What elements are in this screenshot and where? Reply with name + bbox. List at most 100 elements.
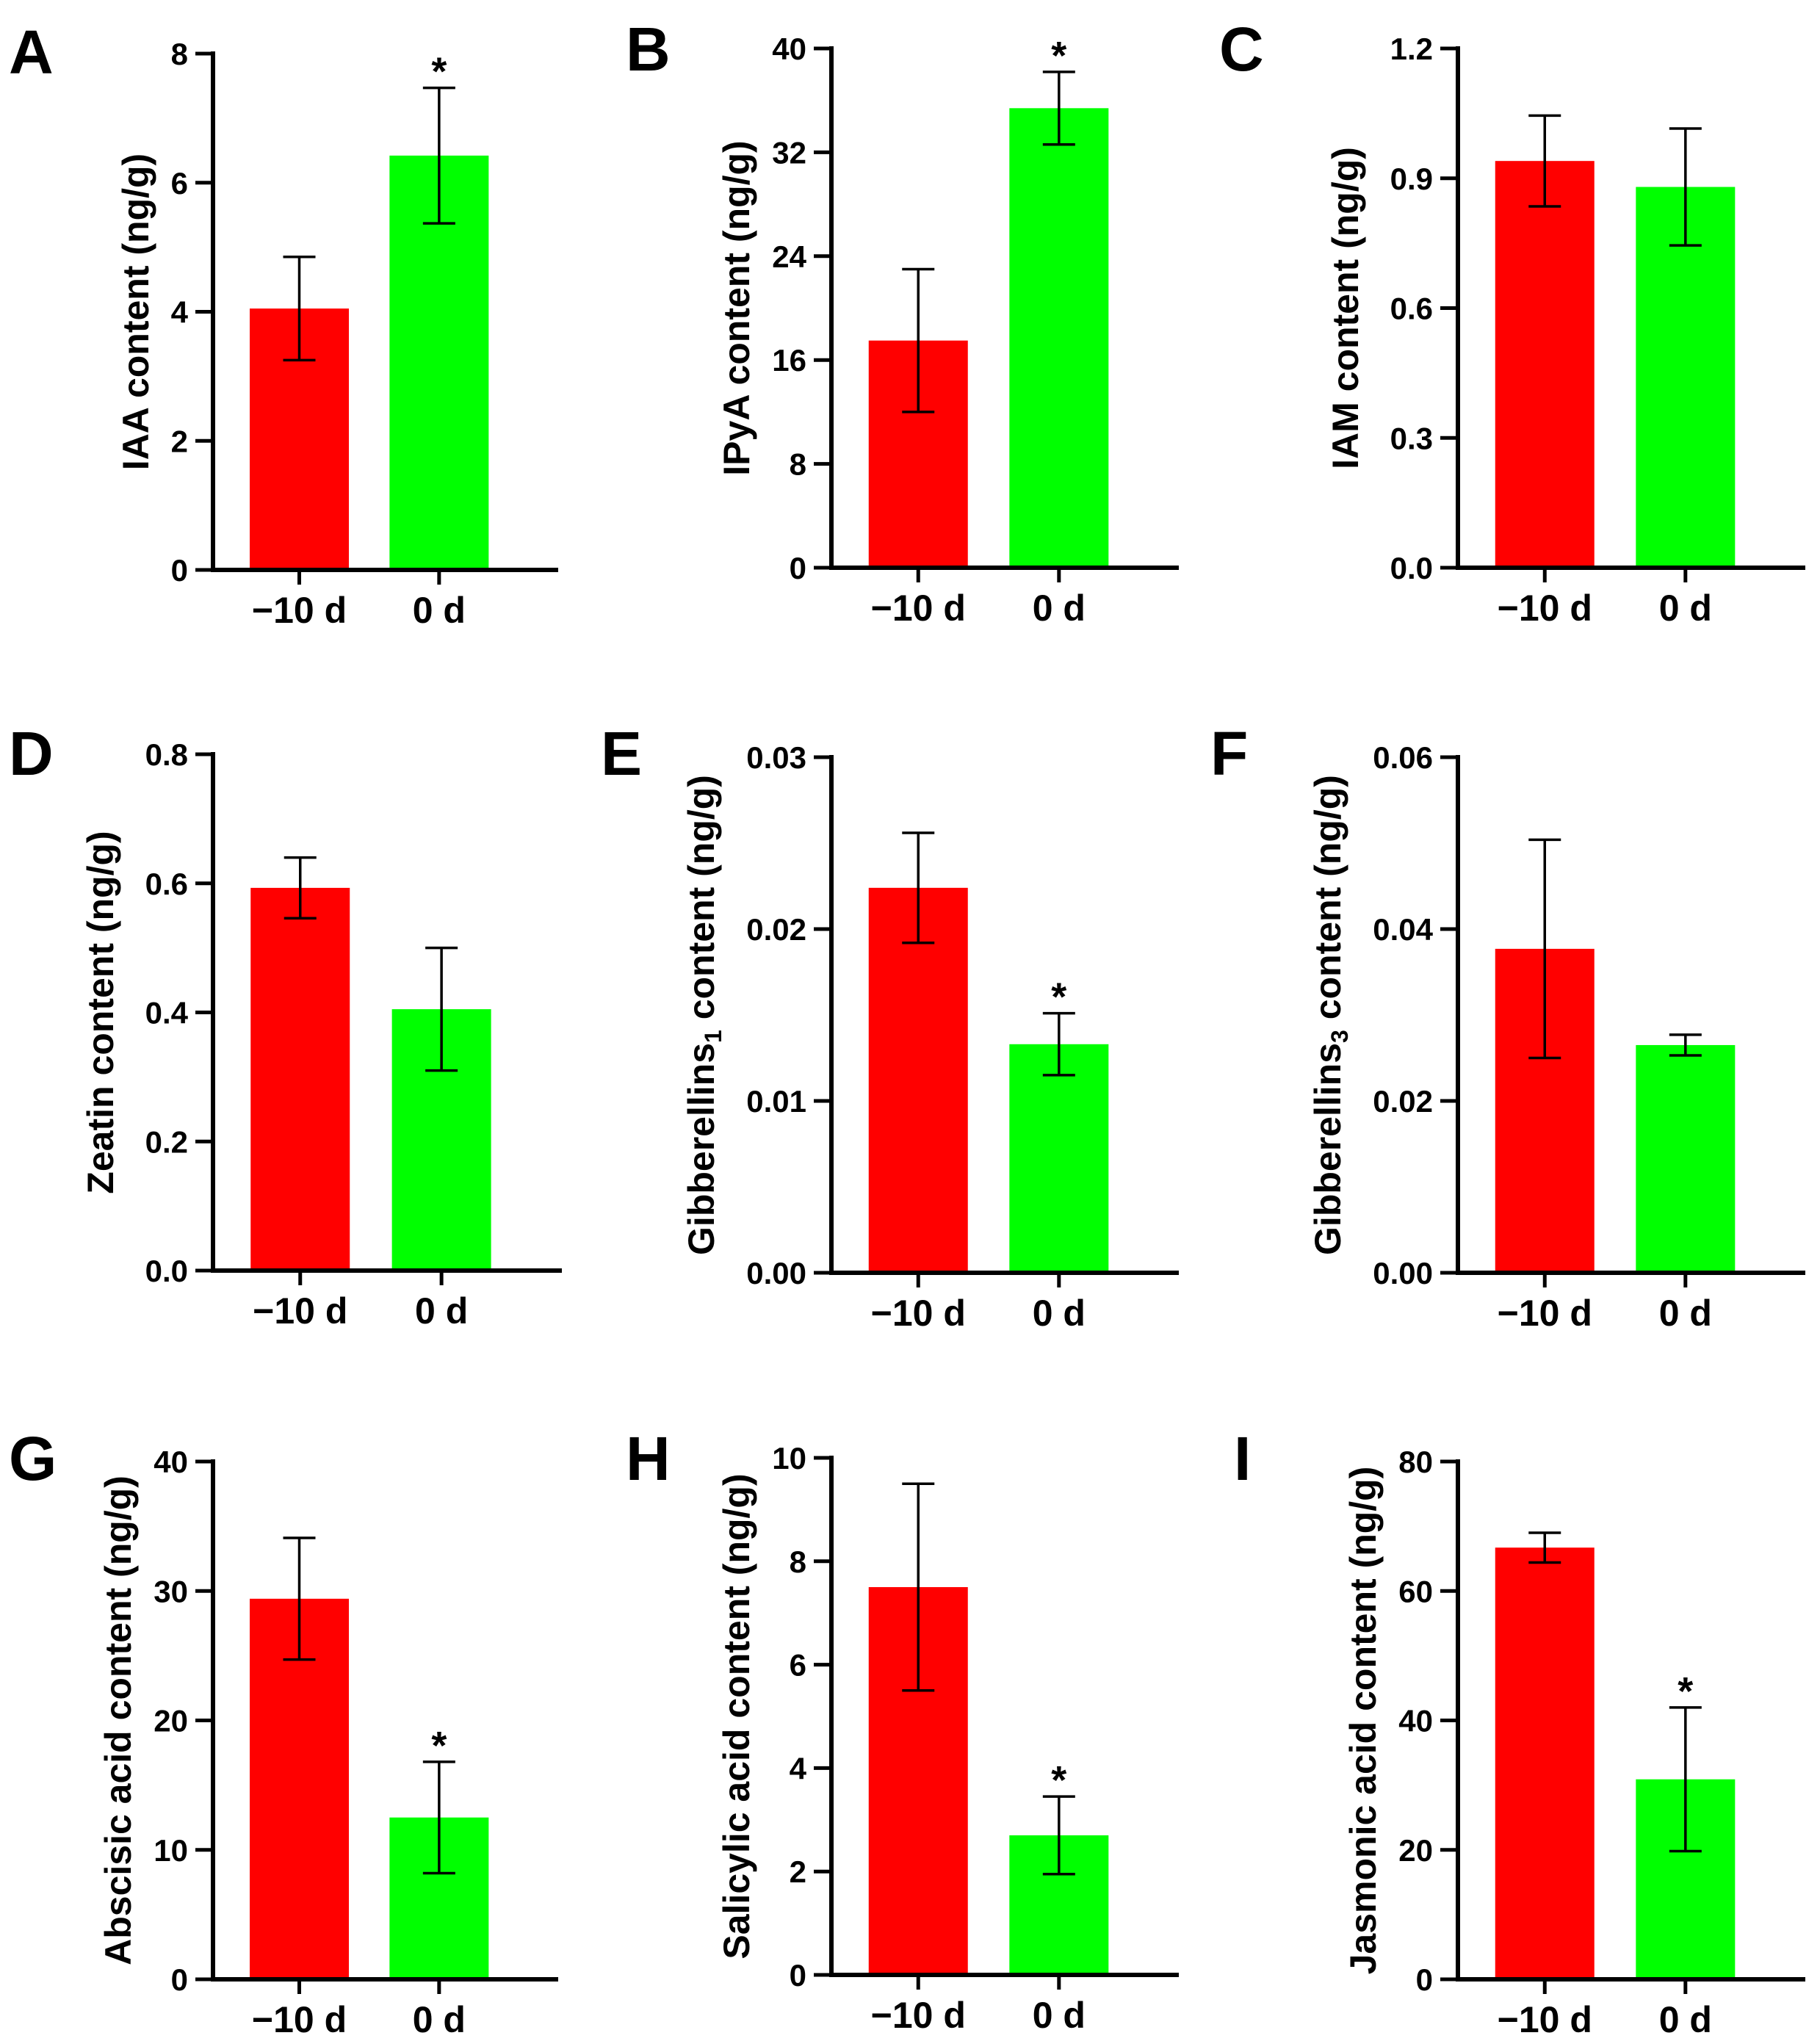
- y-tick-label-g-2: 20: [154, 1704, 188, 1738]
- y-tick-label-f-1: 0.02: [1373, 1084, 1433, 1119]
- y-tick-label-i-3: 60: [1398, 1574, 1433, 1608]
- panel-g: G −10 d * 0 d 0 10 20 30 40 Abscisic acid content…: [9, 1424, 558, 2040]
- significance-star-i: *: [1678, 1669, 1693, 1713]
- significance-star-b: *: [1051, 34, 1066, 78]
- y-tick-label-g-3: 30: [154, 1574, 188, 1608]
- y-tick-label-a-2: 4: [171, 295, 189, 330]
- x-tick-label-d-1: 0 d: [415, 1290, 468, 1332]
- y-axis-label-c: IAM content (ng/g): [1325, 147, 1366, 469]
- y-axis-label-a: IAA content (ng/g): [115, 153, 156, 470]
- y-tick-label-c-2: 0.6: [1390, 292, 1433, 326]
- y-tick-label-f-2: 0.04: [1373, 912, 1433, 947]
- x-tick-label-h-0: −10 d: [871, 1995, 966, 2036]
- error-bar-f-minus10d: [1528, 838, 1561, 1060]
- panel-h: H −10 d * 0 d 0 2 4 6 8 10 Salicylic acid content …: [626, 1424, 1179, 2036]
- panel-d: D −10 d 0 d 0.0 0.2 0.4 0.6 0.8 Zeatin content (…: [9, 719, 562, 1332]
- y-tick-label-d-2: 0.4: [145, 996, 189, 1030]
- y-tick-label-i-4: 80: [1398, 1445, 1433, 1479]
- panel-letter-i: I: [1234, 1424, 1251, 1493]
- bar-e-0d: [1009, 1044, 1109, 1273]
- y-tick-label-h-3: 6: [790, 1648, 806, 1683]
- x-tick-label-a-0: −10 d: [252, 590, 347, 631]
- y-tick-label-h-2: 4: [790, 1751, 807, 1785]
- y-tick-label-g-4: 40: [154, 1445, 188, 1479]
- x-tick-label-b-0: −10 d: [871, 588, 966, 629]
- bar-a-0d: [389, 155, 489, 570]
- x-tick-label-e-0: −10 d: [871, 1293, 966, 1334]
- error-bar-h-0d: [1042, 1795, 1075, 1876]
- error-bar-i-0d: [1669, 1706, 1702, 1853]
- y-tick-label-c-0: 0.0: [1390, 551, 1433, 585]
- y-tick-label-d-4: 0.8: [145, 737, 188, 772]
- error-bar-a-0d: [422, 86, 455, 225]
- panel-b: B −10 d * 0 d 0 8 16 24 32 40 IPyA content (ng/g): [626, 15, 1179, 629]
- x-tick-label-i-1: 0 d: [1659, 1999, 1712, 2040]
- error-bar-e-0d: [1042, 1011, 1075, 1077]
- x-tick-label-c-0: −10 d: [1498, 588, 1592, 629]
- panel-letter-c: C: [1219, 15, 1264, 84]
- x-tick-label-b-1: 0 d: [1033, 588, 1086, 629]
- bar-d-minus10d: [250, 887, 350, 1271]
- y-tick-label-e-0: 0.00: [746, 1256, 806, 1290]
- y-axis-label-b: IPyA content (ng/g): [716, 140, 757, 475]
- y-tick-label-f-0: 0.00: [1373, 1256, 1433, 1290]
- panel-a: A −10 d * 0 d 0 2 4 6 8 IAA content (ng/g): [9, 18, 558, 631]
- x-tick-label-a-1: 0 d: [413, 590, 466, 631]
- bar-i-minus10d: [1495, 1547, 1595, 1979]
- significance-star-a: *: [431, 50, 447, 94]
- bar-c-minus10d: [1495, 161, 1595, 568]
- error-bar-c-0d: [1669, 127, 1702, 247]
- y-tick-label-c-4: 1.2: [1390, 32, 1433, 66]
- y-tick-label-b-3: 24: [772, 239, 806, 274]
- error-bar-i-minus10d: [1528, 1531, 1561, 1564]
- bar-c-0d: [1636, 187, 1736, 568]
- y-tick-label-h-0: 0: [790, 1958, 806, 1993]
- x-tick-label-f-0: −10 d: [1498, 1293, 1592, 1334]
- y-axis-label-d: Zeatin content (ng/g): [80, 831, 121, 1193]
- panel-i: I −10 d * 0 d 0 20 40 60 80 Jasmonic acid content…: [1234, 1424, 1805, 2040]
- y-tick-label-b-4: 32: [772, 135, 806, 170]
- x-tick-label-f-1: 0 d: [1659, 1293, 1712, 1334]
- error-bar-h-minus10d: [902, 1482, 935, 1692]
- y-tick-label-d-1: 0.2: [145, 1124, 188, 1159]
- y-tick-label-i-0: 0: [1416, 1962, 1433, 1997]
- panel-e: E −10 d * 0 d 0.00 0.01 0.02 0.03 Gibberellins1 …: [601, 719, 1179, 1334]
- error-bar-f-0d: [1669, 1033, 1702, 1057]
- y-tick-label-c-1: 0.3: [1390, 421, 1433, 455]
- x-tick-label-c-1: 0 d: [1659, 588, 1712, 629]
- y-axis-label-e: Gibberellins1 content (ng/g): [681, 775, 726, 1255]
- y-tick-label-g-1: 10: [154, 1833, 188, 1868]
- y-tick-label-b-0: 0: [790, 551, 806, 585]
- panel-letter-h: H: [626, 1424, 671, 1493]
- error-bar-d-minus10d: [284, 856, 317, 920]
- bar-e-minus10d: [868, 887, 968, 1273]
- panel-letter-b: B: [626, 15, 671, 84]
- y-axis-label-h: Salicylic acid content (ng/g): [716, 1473, 757, 1959]
- significance-star-g: *: [431, 1724, 447, 1768]
- y-tick-label-h-5: 10: [772, 1441, 806, 1475]
- y-tick-label-b-5: 40: [772, 32, 806, 66]
- y-tick-label-b-1: 8: [790, 447, 806, 482]
- x-tick-label-d-0: −10 d: [253, 1290, 347, 1332]
- error-bar-g-0d: [422, 1760, 455, 1875]
- error-bar-c-minus10d: [1528, 114, 1561, 208]
- panel-f: F −10 d 0 d 0.00 0.02 0.04 0.06 Gibberellins3 c…: [1210, 719, 1805, 1334]
- y-tick-label-b-2: 16: [772, 343, 806, 378]
- x-tick-label-g-1: 0 d: [413, 1999, 466, 2040]
- panel-letter-e: E: [601, 719, 642, 788]
- y-tick-label-i-1: 20: [1398, 1833, 1433, 1868]
- y-tick-label-a-4: 8: [171, 37, 188, 71]
- panel-c: C −10 d 0 d 0.0 0.3 0.6 0.9 1.2 IAM content (ng/…: [1219, 15, 1805, 629]
- bar-f-0d: [1636, 1044, 1736, 1273]
- significance-star-e: *: [1051, 975, 1066, 1019]
- panel-letter-d: D: [9, 719, 54, 788]
- error-bar-e-minus10d: [902, 831, 935, 944]
- y-tick-label-e-3: 0.03: [746, 740, 806, 775]
- y-tick-label-e-1: 0.01: [746, 1084, 806, 1119]
- y-axis-label-g: Abscisic acid content (ng/g): [98, 1475, 139, 1965]
- error-bar-a-minus10d: [283, 256, 316, 362]
- x-tick-label-i-0: −10 d: [1498, 1999, 1592, 2040]
- y-tick-label-h-1: 2: [790, 1854, 806, 1889]
- x-tick-label-e-1: 0 d: [1033, 1293, 1086, 1334]
